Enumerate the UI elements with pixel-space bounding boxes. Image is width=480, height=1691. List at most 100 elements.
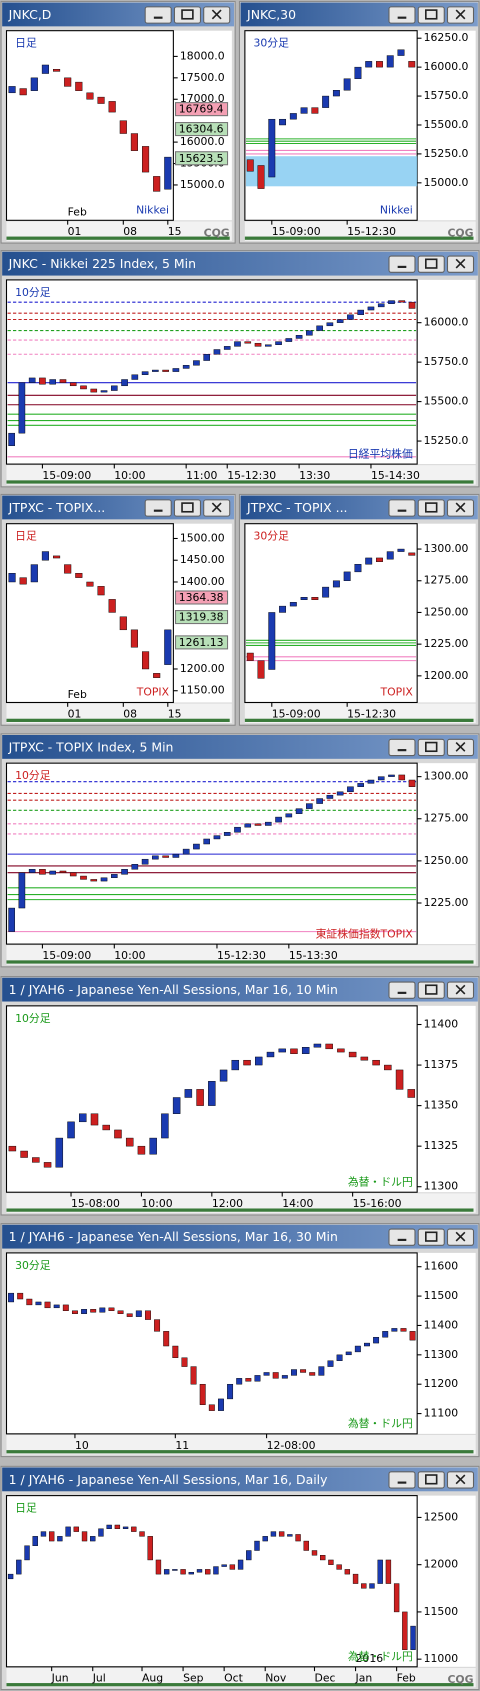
candle: [245, 1378, 252, 1382]
candle: [354, 66, 362, 79]
title-button-max[interactable]: [417, 981, 445, 999]
title-button-max[interactable]: [417, 738, 445, 757]
price-tag: [174, 102, 229, 117]
candle: [279, 605, 287, 613]
icon-min: [397, 265, 407, 268]
y-tick-label: 15250.0: [424, 147, 469, 160]
window-title: JNKC - Nikkei 225 Index, 5 Min: [8, 256, 196, 271]
title-button-max[interactable]: [173, 6, 201, 24]
candle: [236, 1378, 243, 1385]
candle: [369, 1583, 375, 1589]
candle: [108, 1307, 115, 1311]
title-button-min[interactable]: [388, 499, 416, 517]
candle: [80, 875, 87, 880]
title-button-min[interactable]: [388, 981, 416, 999]
title-button-max[interactable]: [417, 499, 445, 517]
candle: [172, 368, 180, 372]
chart-label: 30分足: [15, 1259, 51, 1272]
icon-min: [153, 509, 163, 512]
candle: [141, 371, 149, 375]
candle: [244, 823, 252, 828]
candle: [303, 1540, 309, 1551]
candle: [48, 1531, 55, 1542]
candle: [395, 1069, 404, 1090]
chart-window: JNKC,D18000.017500.017000.016000.015500.…: [0, 0, 236, 244]
y-tick-label: 15500.0: [424, 395, 469, 408]
icon-close: [211, 9, 222, 20]
x-tick-label: 11: [175, 1439, 189, 1452]
candle: [55, 1137, 64, 1168]
candle: [97, 96, 105, 104]
window-title: JTPXC - TOPIX...: [8, 500, 106, 515]
candle: [408, 779, 416, 787]
candle: [144, 1310, 151, 1320]
candle: [100, 390, 108, 393]
candle: [221, 1564, 227, 1567]
title-button-max[interactable]: [417, 1228, 445, 1246]
candle: [391, 1328, 398, 1332]
title-button-min[interactable]: [388, 255, 416, 273]
y-tick-label: 1200.00: [424, 669, 469, 682]
candle: [39, 869, 46, 875]
title-button-min[interactable]: [144, 6, 172, 24]
price-tag-label: 1319.38: [179, 611, 224, 624]
title-button-max[interactable]: [417, 1471, 445, 1489]
x-tick-label: 13:30: [299, 469, 330, 482]
y-tick-label: 11500: [424, 1605, 459, 1618]
candle: [400, 1328, 407, 1332]
candle: [8, 1145, 17, 1152]
candle: [19, 88, 27, 96]
y-tick-label: 15750.0: [424, 355, 469, 368]
candle: [301, 1047, 310, 1054]
candle: [386, 551, 394, 560]
source-label: 為替・ドル円: [348, 1649, 413, 1663]
icon-close: [455, 9, 466, 20]
candle: [172, 1569, 178, 1571]
x-tick-label: 08: [123, 225, 137, 238]
candle: [295, 808, 303, 814]
candle: [30, 77, 38, 91]
x-tick-label: Nov: [265, 1672, 287, 1685]
chart-label: 10分足: [15, 769, 51, 782]
title-button-min[interactable]: [388, 738, 416, 757]
icon-max: [425, 258, 438, 269]
title-button-min[interactable]: [144, 499, 172, 517]
candle: [385, 1559, 392, 1584]
candle: [343, 78, 351, 91]
x-group-label: Feb: [68, 206, 87, 219]
candle: [227, 1383, 234, 1400]
candle: [344, 1569, 351, 1575]
price-tag-label: 15623.5: [179, 152, 224, 165]
axis-area: [417, 1495, 476, 1667]
axis-area: [417, 523, 476, 703]
y-tick-label: 16000.0: [424, 60, 469, 73]
candle: [223, 346, 231, 350]
candle: [398, 300, 406, 303]
candle: [130, 133, 138, 151]
title-button-min[interactable]: [388, 6, 416, 24]
y-tick-label: 1225.00: [424, 637, 469, 650]
chart-window: JTPXC - TOPIX... 1500.00 1450.00 1400.00 120…: [0, 493, 236, 726]
candle: [347, 786, 354, 793]
candle: [35, 1301, 42, 1306]
candle: [199, 1383, 206, 1405]
scroll-strip: [244, 236, 474, 240]
candle: [65, 1526, 71, 1537]
title-button-min[interactable]: [388, 1471, 416, 1489]
x-tick-label: 15-12:30: [347, 707, 396, 720]
y-tick-label: 11400: [424, 1018, 459, 1031]
candle: [64, 564, 72, 574]
scroll-strip: [6, 1683, 474, 1687]
title-button-max[interactable]: [173, 499, 201, 517]
chart-window: JTPXC - TOPIX ... 1300.00 1275.00 1250.00 12…: [238, 493, 480, 726]
x-tick-label: 15-12:30: [347, 225, 396, 238]
candle: [246, 1550, 252, 1561]
title-button-max[interactable]: [417, 255, 445, 273]
candle: [139, 1531, 145, 1537]
x-axis-strip: [6, 1667, 476, 1688]
candle: [287, 1534, 293, 1537]
candle: [102, 1124, 110, 1131]
title-button-min[interactable]: [388, 1228, 416, 1246]
source-label: 為替・ドル円: [348, 1416, 413, 1430]
title-button-max[interactable]: [417, 6, 445, 24]
